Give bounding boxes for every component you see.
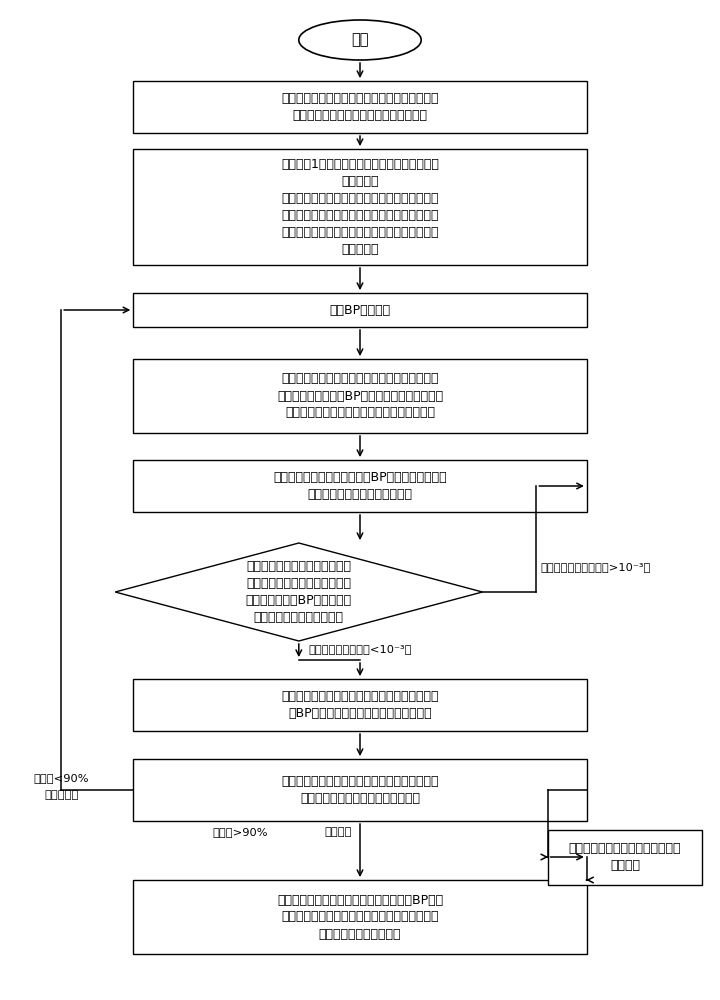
Text: 将所述炉膛形状数据作为所述BP神经网络的输出，
划分为第二训练集和第二测试集: 将所述炉膛形状数据作为所述BP神经网络的输出， 划分为第二训练集和第二测试集 [273,471,447,501]
Text: 将所述第一训练集中的输入变量
以及所述第二训练集中的炉膛形
状数据作为所述BP神经网络的
输入输出数据进行模型训练: 将所述第一训练集中的输入变量 以及所述第二训练集中的炉膛形 状数据作为所述BP神… [246,560,352,624]
Text: 获取铝电解槽建模参数，包括各内衬材料属性数
据与结构参数、外界换热条件、工艺参数: 获取铝电解槽建模参数，包括各内衬材料属性数 据与结构参数、外界换热条件、工艺参数 [282,92,438,122]
Text: 在铝电解槽侧部和底部槽壳布置温
度传感器: 在铝电解槽侧部和底部槽壳布置温 度传感器 [569,842,681,872]
Text: 准确率>90%: 准确率>90% [212,827,268,837]
Bar [547,830,702,885]
Text: 根据所述仿真结果，选取取槽壳温度、电解质水
平、铝水平作为所述BP神经网络的输入变量，将
所述输入变量划分为第一训练集和第一测试集: 根据所述仿真结果，选取取槽壳温度、电解质水 平、铝水平作为所述BP神经网络的输入… [277,372,443,420]
Bar [133,81,587,133]
Bar [133,880,587,954]
Ellipse shape [299,20,421,60]
Text: 准确率<90%: 准确率<90% [33,773,89,783]
Bar [133,149,587,265]
Polygon shape [115,543,482,641]
Bar [133,359,587,433]
Bar [133,679,587,731]
Text: 不收敛（均方误差函数>10⁻³）: 不收敛（均方误差函数>10⁻³） [540,562,650,572]
Text: 将所述预测的炉膛形状数据与所述第二测试集中
的炉膛形状数据比较，检验预测效果: 将所述预测的炉膛形状数据与所述第二测试集中 的炉膛形状数据比较，检验预测效果 [282,775,438,805]
Text: 开始: 开始 [351,32,369,47]
Text: 构建BP神经网络: 构建BP神经网络 [330,304,390,316]
Text: 将所述第一测试集中的输入变量输入所述收敛后
的BP神经网络，输出预测的炉膛形状数据: 将所述第一测试集中的输入变量输入所述收敛后 的BP神经网络，输出预测的炉膛形状数… [282,690,438,720]
Bar [133,460,587,512]
Bar [133,759,587,821]
Text: 将温度传感器实时数据输入上述调试好的BP神经
网络，同时向槽控机获取电解质水平和铝水平数
据，得到预测的炉膛形状: 将温度传感器实时数据输入上述调试好的BP神经 网络，同时向槽控机获取电解质水平和… [277,894,443,940]
Text: 调试完成: 调试完成 [324,827,351,837]
Text: 调试未完成: 调试未完成 [44,790,78,800]
Text: 收敛（均方误差函数<10⁻³）: 收敛（均方误差函数<10⁻³） [308,644,412,654]
Text: 根据步骤1获取的建模参数构建铝电解槽传热有
限元模型；
使用不同试验参数排列组合建立试验模型，构建
铝电解槽传热有限元模型试验组；对所有模型进
行求解计算；并提: 根据步骤1获取的建模参数构建铝电解槽传热有 限元模型； 使用不同试验参数排列组合… [281,158,439,256]
Bar [133,293,587,327]
